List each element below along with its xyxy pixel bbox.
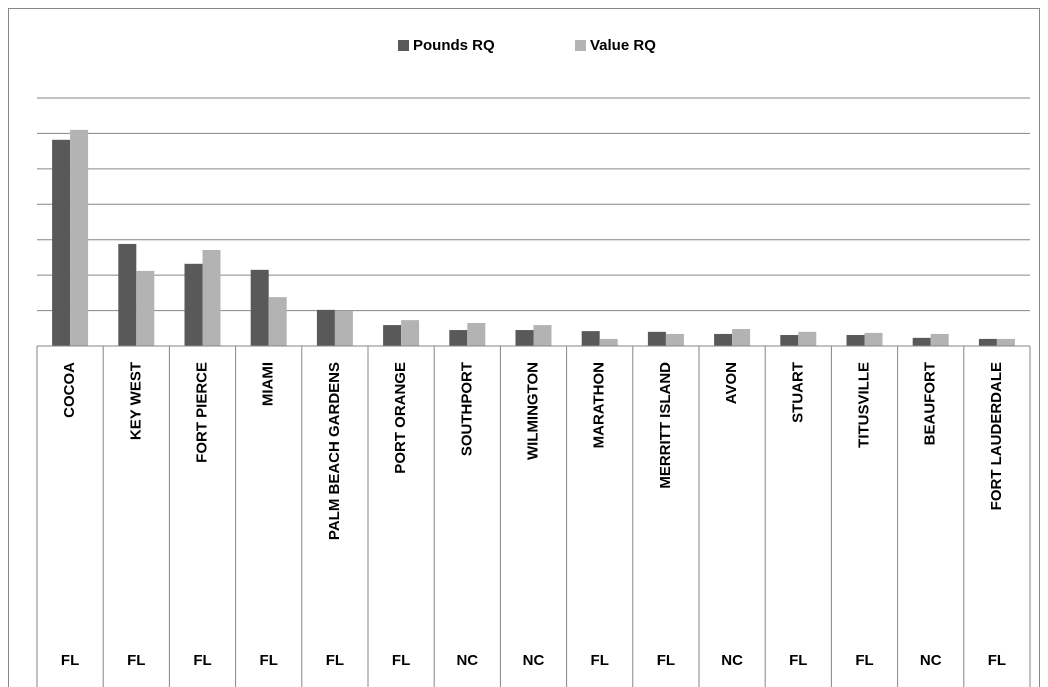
x-tick-label: FORT LAUDERDALE	[988, 362, 1005, 510]
bar	[202, 249, 221, 346]
legend-label: Pounds RQ	[413, 37, 495, 54]
bar	[581, 331, 600, 346]
bar	[930, 333, 949, 346]
bar	[665, 333, 684, 346]
bar	[136, 270, 155, 346]
state-label: NC	[721, 652, 743, 669]
x-tick-label: PALM BEACH GARDENS	[326, 362, 343, 540]
state-label: FL	[326, 652, 344, 669]
state-label: NC	[920, 652, 942, 669]
state-label: FL	[789, 652, 807, 669]
bar	[599, 338, 618, 346]
x-tick-label: PORT ORANGE	[392, 362, 409, 474]
bar	[996, 338, 1015, 346]
state-label: FL	[193, 652, 211, 669]
bar	[846, 335, 865, 346]
x-tick-label: WILMINGTON	[524, 362, 541, 460]
x-tick-label: KEY WEST	[127, 362, 144, 440]
bar	[978, 338, 997, 346]
x-tick-label: MARATHON	[591, 362, 608, 448]
bar	[52, 139, 71, 346]
x-tick-label: MERRITT ISLAND	[657, 362, 674, 489]
x-tick-label: BEAUFORT	[922, 362, 939, 445]
legend-swatch	[575, 40, 586, 51]
bar	[383, 325, 402, 346]
state-label: FL	[127, 652, 145, 669]
bar	[515, 330, 534, 346]
x-tick-label: STUART	[789, 362, 806, 423]
x-tick-label: AVON	[723, 362, 740, 404]
bar	[780, 335, 799, 346]
state-label: FL	[988, 652, 1006, 669]
bar	[118, 243, 137, 346]
state-label: FL	[392, 652, 410, 669]
bar	[184, 263, 203, 346]
state-label: FL	[855, 652, 873, 669]
x-tick-label: MIAMI	[260, 362, 277, 406]
legend-label: Value RQ	[590, 37, 656, 54]
x-tick-label: FORT PIERCE	[193, 362, 210, 463]
chart-frame	[8, 8, 1040, 687]
legend-swatch	[398, 40, 409, 51]
state-label: FL	[591, 652, 609, 669]
state-label: FL	[260, 652, 278, 669]
bar	[268, 297, 287, 346]
bar	[449, 330, 468, 346]
state-label: NC	[523, 652, 545, 669]
bar	[798, 331, 817, 346]
x-tick-label: SOUTHPORT	[458, 362, 475, 456]
bar	[912, 337, 931, 346]
state-label: FL	[657, 652, 675, 669]
bar	[467, 322, 486, 346]
x-tick-label: COCOA	[61, 362, 78, 418]
bar	[732, 328, 751, 346]
state-label: NC	[456, 652, 478, 669]
bar	[647, 331, 666, 346]
state-label: FL	[61, 652, 79, 669]
bar	[714, 333, 733, 346]
bar	[334, 310, 353, 346]
x-tick-label: TITUSVILLE	[855, 362, 872, 448]
bar	[70, 129, 89, 346]
bar	[533, 325, 552, 346]
bar	[864, 332, 883, 346]
bar	[401, 320, 420, 346]
bar	[250, 269, 269, 346]
bar	[316, 309, 335, 346]
